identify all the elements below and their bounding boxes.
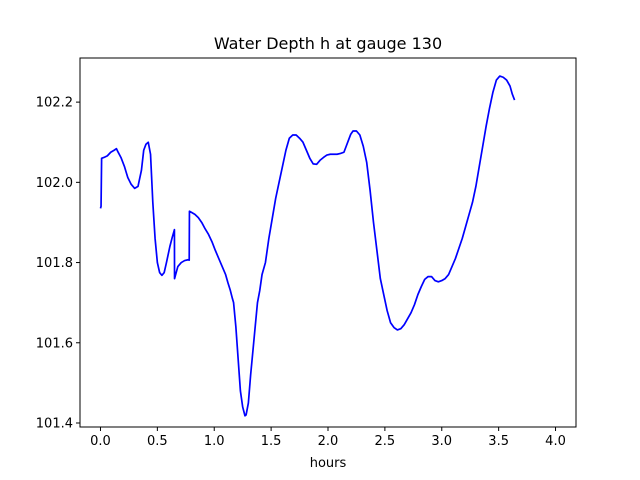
y-tick-label: 101.8 (36, 256, 73, 271)
x-tick-label: 4.0 (545, 434, 566, 449)
x-tick-label: 3.0 (431, 434, 452, 449)
x-tick-label: 0.0 (90, 434, 111, 449)
x-axis-label: hours (310, 456, 347, 471)
y-tick-label: 102.2 (36, 96, 73, 111)
x-tick-label: 0.5 (147, 434, 168, 449)
x-tick-label: 1.0 (204, 434, 225, 449)
y-tick-label: 102.0 (36, 176, 73, 191)
y-tick-label: 101.4 (36, 416, 73, 431)
series-line-0 (99, 75, 516, 417)
y-tick-label: 101.6 (36, 336, 73, 351)
x-tick-label: 2.5 (375, 434, 396, 449)
chart-title: Water Depth h at gauge 130 (214, 34, 442, 53)
x-tick-label: 2.0 (318, 434, 339, 449)
axes-layer: 0.0 0.5 1.0 1.5 2.0 2.5 3.0 3.5 4.0 101.4 101.6 101… (36, 57, 577, 449)
x-tick-label: 3.5 (488, 434, 509, 449)
x-tick-label: 1.5 (261, 434, 282, 449)
series-layer (99, 75, 516, 417)
plot-area (80, 58, 576, 427)
